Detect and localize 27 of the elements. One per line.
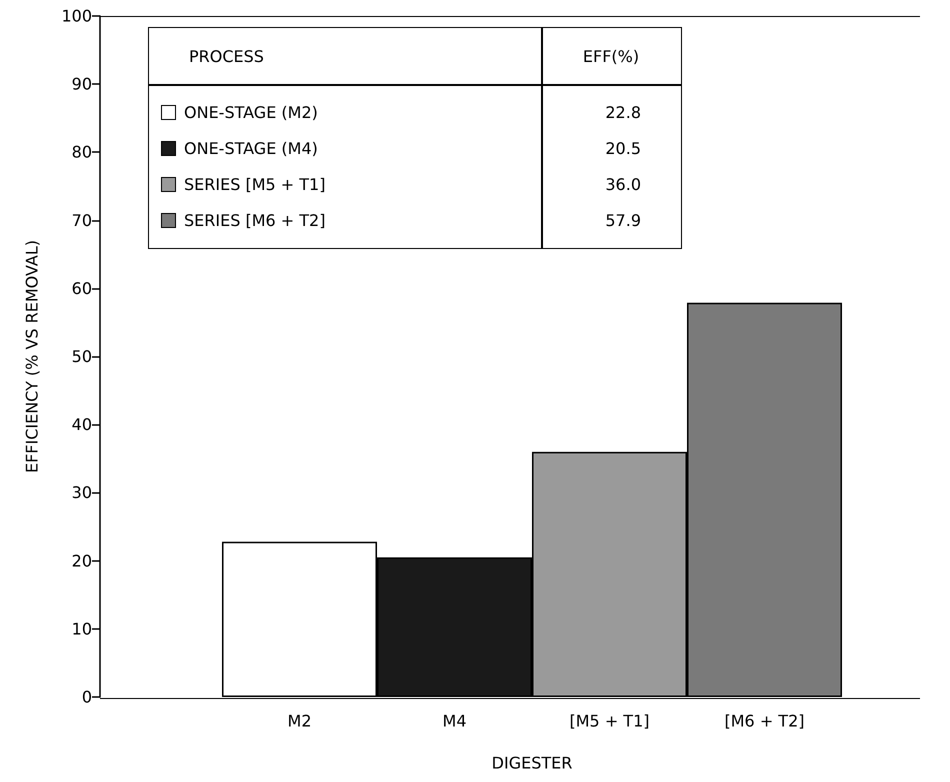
annotation: 22.8 [604,102,642,124]
x-tick-label: M2 [288,712,312,730]
y-tick-label: 50 [72,347,92,366]
y-tick-label: 80 [72,142,92,162]
x-axis-title: DIGESTER [492,754,572,772]
legend-label: ONE-STAGE (M4) [183,138,319,160]
x-tick-label: [M6 + T2] [724,712,804,730]
y-tick-label: 100 [61,6,92,26]
annotation: 20.5 [604,138,642,160]
annotation: 36.0 [604,174,642,196]
y-tick-label: 0 [82,688,92,706]
y-tick-label: 10 [72,619,92,638]
legend-label: SERIES [M6 + T2] [183,210,326,232]
y-tick-label: 20 [72,551,92,570]
y-tick-label: 60 [72,278,92,298]
x-tick-label: [M5 + T1] [570,712,650,730]
y-tick-label: 40 [72,415,92,434]
y-tick-label: 30 [72,483,92,502]
annotation: 57.9 [604,210,642,232]
x-tick-label: M4 [442,712,466,730]
legend-label: SERIES [M5 + T1] [183,174,326,196]
legend-title: PROCESS [188,46,265,68]
y-tick-label: 70 [72,210,92,230]
legend-label: ONE-STAGE (M2) [183,102,319,124]
y-tick-label: 90 [72,74,92,94]
annotation: EFF(%) [582,46,640,68]
y-axis-title: EFFICIENCY (% VS REMOVAL) [22,240,42,474]
